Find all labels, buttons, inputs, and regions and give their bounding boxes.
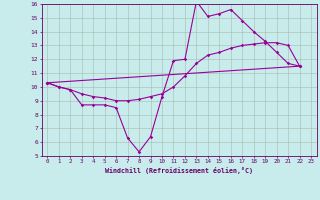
X-axis label: Windchill (Refroidissement éolien,°C): Windchill (Refroidissement éolien,°C) <box>105 167 253 174</box>
